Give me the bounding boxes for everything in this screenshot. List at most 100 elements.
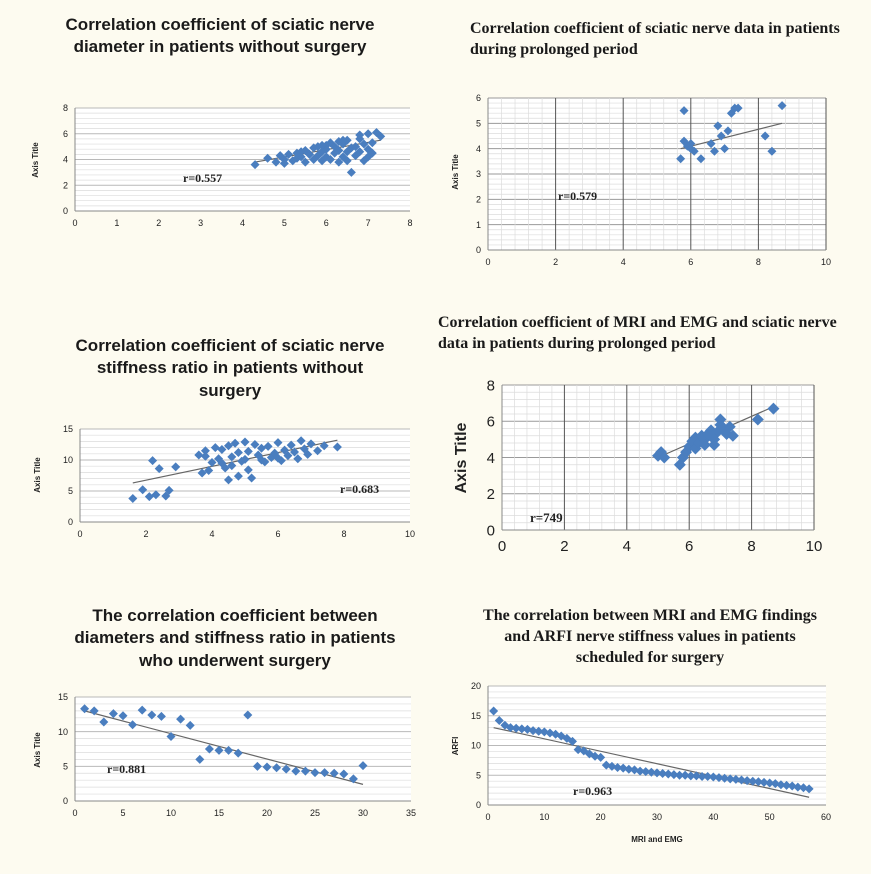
data-point <box>669 770 679 780</box>
x-tick-label: 8 <box>747 538 755 555</box>
x-tick-label: 0 <box>77 529 82 539</box>
data-point <box>534 726 544 736</box>
y-tick-label: 1 <box>476 220 481 230</box>
data-point <box>708 433 721 446</box>
r-annotation: r=0.683 <box>340 482 379 496</box>
x-tick-label: 4 <box>209 529 214 539</box>
y-tick-label: 2 <box>487 486 495 503</box>
x-tick-label: 0 <box>72 218 77 228</box>
data-point <box>686 771 696 781</box>
data-point <box>658 451 671 464</box>
data-point <box>262 762 272 772</box>
data-point <box>720 773 730 783</box>
x-tick-label: 6 <box>685 538 693 555</box>
y-tick-label: 6 <box>487 414 495 431</box>
y-tick-label: 0 <box>63 206 68 216</box>
x-tick-label: 0 <box>498 538 506 555</box>
data-point <box>742 776 752 786</box>
trend-line <box>493 727 810 798</box>
data-point <box>224 745 234 755</box>
data-point <box>635 766 645 776</box>
y-tick-label: 5 <box>476 118 481 128</box>
data-point <box>200 451 210 461</box>
data-point <box>663 769 673 779</box>
x-tick-label: 2 <box>560 538 568 555</box>
x-tick-label: 8 <box>756 257 761 267</box>
y-tick-label: 3 <box>476 169 481 179</box>
data-point <box>675 770 685 780</box>
chart-title: Correlation coefficient of sciatic nerve… <box>65 15 375 57</box>
data-point <box>737 775 746 785</box>
data-point <box>338 135 348 145</box>
x-tick-label: 1 <box>114 218 119 228</box>
data-point <box>144 492 154 502</box>
data-point <box>777 101 787 111</box>
data-point <box>293 454 303 464</box>
data-point <box>300 157 310 167</box>
data-point <box>494 716 504 726</box>
data-point <box>272 763 282 773</box>
plot-area <box>75 697 411 801</box>
data-point <box>376 131 386 141</box>
x-tick-label: 6 <box>688 257 693 267</box>
data-point <box>363 129 373 139</box>
data-point <box>691 771 701 781</box>
data-point <box>194 450 204 460</box>
data-point <box>137 705 147 715</box>
data-point <box>676 154 686 164</box>
data-point <box>725 774 735 784</box>
y-tick-label: 15 <box>471 711 481 721</box>
data-point <box>227 461 237 471</box>
data-point <box>176 714 186 724</box>
data-point <box>731 774 741 784</box>
data-point <box>696 154 706 164</box>
data-point <box>686 139 696 149</box>
data-point <box>108 709 118 719</box>
data-point <box>243 710 253 720</box>
data-point <box>250 160 260 170</box>
x-tick-label: 30 <box>358 808 368 818</box>
data-point <box>233 471 243 481</box>
data-point <box>217 444 227 454</box>
x-tick-label: 7 <box>366 218 371 228</box>
r-annotation: r=0.881 <box>107 762 146 776</box>
y-tick-label: 0 <box>63 796 68 806</box>
x-tick-label: 10 <box>166 808 176 818</box>
data-point <box>697 771 707 781</box>
y-tick-label: 2 <box>476 194 481 204</box>
data-point <box>240 454 250 464</box>
y-tick-label: 8 <box>487 377 495 394</box>
data-point <box>489 706 499 716</box>
x-tick-label: 0 <box>485 257 490 267</box>
data-point <box>243 446 253 456</box>
data-point <box>760 131 770 141</box>
data-point <box>171 462 181 472</box>
y-tick-label: 6 <box>63 129 68 139</box>
data-point <box>334 157 344 167</box>
data-point <box>346 167 356 177</box>
x-tick-label: 40 <box>708 812 718 822</box>
data-point <box>290 447 299 457</box>
data-point <box>89 706 99 716</box>
x-tick-label: 25 <box>310 808 320 818</box>
data-point <box>723 420 736 433</box>
y-tick-label: 6 <box>476 93 481 103</box>
data-point <box>303 449 313 459</box>
data-point <box>147 710 157 720</box>
x-tick-label: 5 <box>282 218 287 228</box>
data-point <box>151 490 161 500</box>
x-tick-label: 60 <box>821 812 831 822</box>
data-point <box>214 745 224 755</box>
data-point <box>325 155 335 164</box>
data-point <box>363 152 373 162</box>
data-point <box>804 784 814 794</box>
data-point <box>568 736 577 746</box>
data-point <box>291 766 301 776</box>
y-tick-label: 4 <box>476 144 481 154</box>
x-axis-title: MRI and EMG <box>631 835 683 844</box>
x-tick-label: 4 <box>623 538 631 555</box>
data-point <box>128 493 138 503</box>
